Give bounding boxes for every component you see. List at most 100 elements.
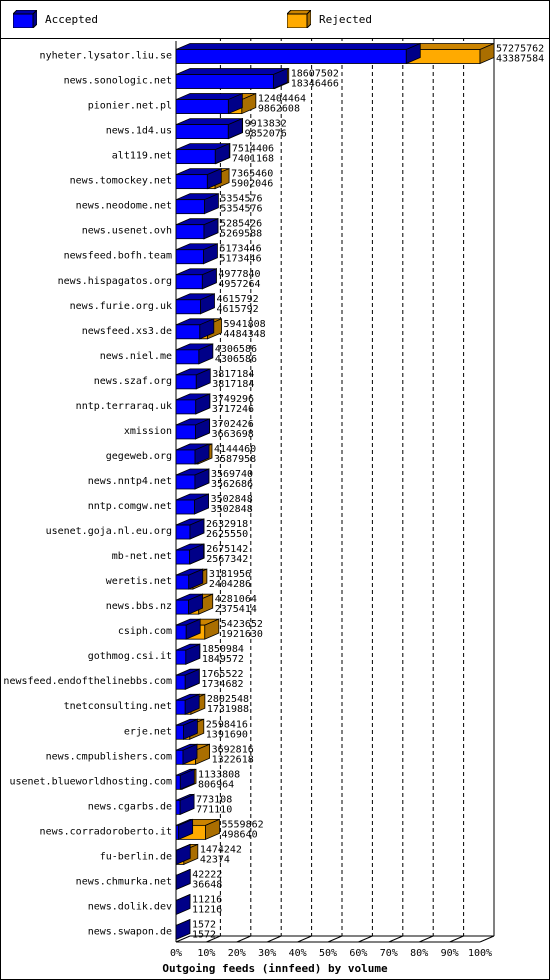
bar-accepted xyxy=(175,718,198,740)
bar-accepted xyxy=(175,593,204,615)
row-label: news.cgarbs.de xyxy=(88,801,172,812)
row-label: nyheter.lysator.liu.se xyxy=(40,51,172,62)
row-label: news.chmurka.net xyxy=(76,876,172,887)
bar-accepted xyxy=(175,293,215,315)
value-label-accepted: 9852076 xyxy=(245,129,287,140)
value-label-total: 1133808 xyxy=(198,769,240,780)
row-label: mb-net.net xyxy=(112,551,172,562)
row-label: pionier.net.pl xyxy=(88,101,172,112)
x-tick-label: 20% xyxy=(228,948,246,959)
row-label: nntp.terraraq.uk xyxy=(76,401,172,412)
value-label-accepted: 11216 xyxy=(192,904,222,915)
row-label: xmission xyxy=(124,426,172,437)
value-label-total: 3692816 xyxy=(212,744,254,755)
row-label: news.cmpublishers.com xyxy=(46,751,172,762)
value-label-total: 5173446 xyxy=(219,244,261,255)
bar-accepted xyxy=(175,768,195,790)
bar-accepted xyxy=(175,868,191,891)
tick-mark xyxy=(206,935,221,943)
value-label-total: 9913832 xyxy=(245,119,287,130)
value-label-accepted: 3717246 xyxy=(212,404,254,415)
tick-mark xyxy=(358,935,373,943)
value-label-accepted: 5902046 xyxy=(231,179,273,190)
row-label: news.1d4.us xyxy=(106,126,172,137)
row-label: news.tomockey.net xyxy=(70,176,172,187)
value-label-accepted: 18346466 xyxy=(291,79,339,90)
value-label-total: 3181956 xyxy=(209,569,251,580)
x-axis-ticks: 0% 10% 20% 30% 40% 50% 60% 70% 80% 90% 100% xyxy=(170,935,495,959)
row-label: tnetconsulting.net xyxy=(64,701,172,712)
value-label-accepted: 3502848 xyxy=(211,504,253,515)
value-label-total: 3817184 xyxy=(212,369,254,380)
value-label-accepted: 4306586 xyxy=(215,354,257,365)
row-label: gegeweb.org xyxy=(106,451,172,462)
tick-mark xyxy=(419,935,434,943)
bars-layer xyxy=(175,42,495,941)
value-label-total: 4306586 xyxy=(215,344,257,355)
row-label: news.bbs.nz xyxy=(106,601,172,612)
row-label: news.usenet.ovh xyxy=(82,226,172,237)
tick-mark xyxy=(175,935,191,943)
value-label-total: 7514406 xyxy=(232,144,274,155)
bar-accepted xyxy=(175,143,230,165)
row-label: usenet.blueworldhosting.com xyxy=(9,776,172,787)
bar-accepted xyxy=(175,42,421,65)
value-label-accepted: 2375414 xyxy=(215,604,257,615)
value-label-total: 3749296 xyxy=(212,394,254,405)
value-label-accepted: 2567342 xyxy=(206,554,248,565)
value-label-total: 4977840 xyxy=(218,269,260,280)
x-tick-label: 90% xyxy=(441,948,459,959)
grid-layer xyxy=(175,38,495,943)
row-label: nntp.comgw.net xyxy=(88,501,172,512)
x-tick-label: 50% xyxy=(319,948,337,959)
bar-accepted xyxy=(175,618,201,640)
bar-accepted xyxy=(175,243,218,265)
x-tick-label: 60% xyxy=(349,948,367,959)
tick-mark xyxy=(388,935,403,943)
bar-accepted xyxy=(175,743,198,765)
value-label-total: 4281064 xyxy=(215,594,257,605)
x-tick-label: 40% xyxy=(289,948,307,959)
value-label-total: 773108 xyxy=(196,794,232,805)
tick-mark xyxy=(449,935,464,943)
accepted-swatch-icon xyxy=(13,10,37,28)
bar-accepted xyxy=(175,918,191,941)
bar-accepted xyxy=(175,693,200,715)
value-label-accepted: 771110 xyxy=(196,804,232,815)
value-label-total: 18607502 xyxy=(291,69,339,80)
bar-accepted xyxy=(175,543,205,565)
value-label-total: 3569740 xyxy=(211,469,253,480)
row-label: news.dolik.dev xyxy=(88,901,172,912)
value-label-total: 42222 xyxy=(192,869,222,880)
value-label-total: 1474242 xyxy=(200,844,242,855)
x-tick-label: 70% xyxy=(380,948,398,959)
bar-accepted xyxy=(175,168,222,190)
value-label-total: 2802548 xyxy=(207,694,249,705)
bar-accepted xyxy=(175,318,215,340)
tick-mark xyxy=(479,935,495,943)
value-label-total: 12404464 xyxy=(258,94,306,105)
bar-accepted xyxy=(175,818,194,840)
value-label-accepted: 5354576 xyxy=(220,204,262,215)
tick-mark xyxy=(236,935,251,943)
value-label-total: 2632918 xyxy=(206,519,248,530)
value-label-accepted: 1572 xyxy=(192,929,216,940)
bar-accepted xyxy=(175,92,243,115)
bar-accepted xyxy=(175,568,204,590)
value-label-total: 57275762 xyxy=(496,44,544,55)
x-tick-label: 30% xyxy=(258,948,276,959)
row-label: newsfeed.xs3.de xyxy=(82,326,172,337)
row-label: news.szaf.org xyxy=(94,376,172,387)
bar-accepted xyxy=(175,117,243,140)
value-label-total: 4144460 xyxy=(214,444,256,455)
value-label-accepted: 1322618 xyxy=(212,754,254,765)
value-label-accepted: 1849572 xyxy=(202,654,244,665)
bar-accepted xyxy=(175,418,210,440)
x-axis-label: Outgoing feeds (innfeed) by volume xyxy=(162,962,388,975)
value-label-accepted: 4484348 xyxy=(224,329,266,340)
row-label: weretis.net xyxy=(106,576,172,587)
value-label-total: 1765522 xyxy=(201,669,243,680)
value-label-total: 5423652 xyxy=(221,619,263,630)
value-label-accepted: 3663698 xyxy=(212,429,254,440)
value-label-accepted: 42374 xyxy=(200,854,230,865)
